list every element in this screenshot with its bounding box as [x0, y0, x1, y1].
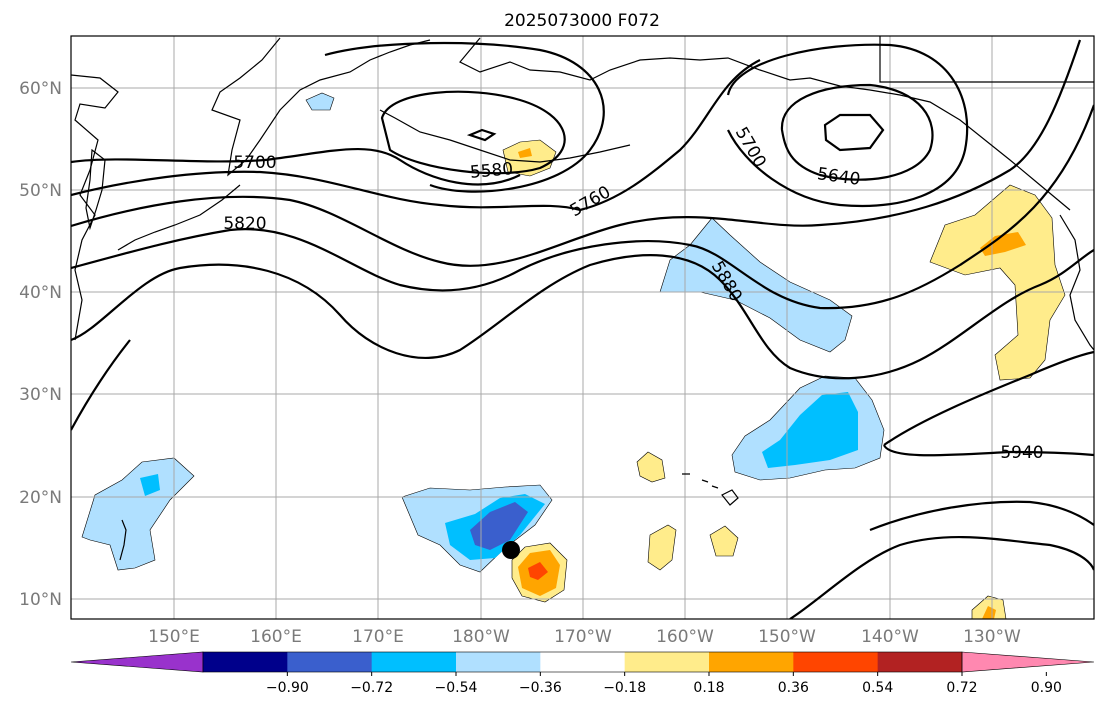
colorbar-tick-label: −0.18	[603, 680, 646, 696]
lat-tick-label: 60°N	[19, 79, 62, 99]
lon-tick-label: 130°W	[963, 627, 1021, 647]
colorbar-extension-min	[70, 651, 204, 673]
contour-5700	[71, 147, 521, 186]
lon-tick-label: 180°W	[452, 627, 510, 647]
colorbar-segment	[540, 652, 626, 672]
contour-label-5580: 5580	[469, 159, 514, 183]
colorbar-segment	[624, 652, 710, 672]
colorbar-tick-label: −0.90	[266, 680, 309, 696]
kamchatka-coastline	[211, 37, 431, 177]
lon-tick-label: 170°E	[352, 627, 404, 647]
lat-tick-label: 50°N	[19, 181, 62, 201]
lat-tick-label: 40°N	[19, 283, 62, 303]
colorbar-tick-label: −0.54	[435, 680, 478, 696]
hawaii-island	[721, 489, 739, 506]
lon-tick-label: 150°E	[148, 627, 200, 647]
colorbar-segment	[456, 652, 541, 672]
alaska-border	[879, 36, 1094, 83]
storm-center-marker	[502, 541, 520, 559]
positive-anomaly-region	[647, 524, 677, 571]
colorbar-outline	[202, 651, 963, 673]
lon-ticks: 150°E 160°E 170°E 180°W 170°W 160°W 150°…	[148, 627, 1021, 647]
contour-5820	[71, 39, 1082, 267]
colorbar	[70, 651, 1095, 673]
colorbar-segment	[877, 652, 963, 672]
contour-label-5820: 5820	[223, 214, 266, 234]
contour-label-5940: 5940	[1000, 443, 1043, 463]
positive-anomaly-region	[636, 451, 666, 483]
contour-low-west-outer	[324, 41, 605, 193]
alaska-coastline	[459, 37, 1071, 211]
negative-anomaly-core	[762, 392, 858, 468]
colorbar-tick-label: 0.36	[778, 680, 809, 696]
lat-tick-label: 30°N	[19, 385, 62, 405]
negative-anomaly-region	[81, 457, 195, 571]
contour-label-5700: 5700	[233, 153, 276, 173]
contour-low-east-outer	[726, 43, 969, 207]
colorbar-tick-label: 0.72	[946, 680, 977, 696]
lon-tick-label: 160°W	[656, 627, 714, 647]
map-frame	[70, 35, 1095, 620]
colorbar-ticks: −0.90 −0.72 −0.54 −0.36 −0.18 0.18 0.36 0.54 0.7…	[266, 672, 1062, 696]
colorbar-segment	[287, 652, 373, 672]
lon-tick-label: 170°W	[554, 627, 612, 647]
contour-south-east-2	[869, 500, 1094, 532]
colorbar-tick-label: 0.18	[693, 680, 724, 696]
contour-5760	[71, 59, 761, 212]
asia-coastline	[71, 74, 119, 341]
positive-anomaly-region	[709, 525, 739, 557]
lon-tick-label: 150°W	[758, 627, 816, 647]
height-contours	[71, 39, 1094, 619]
contour-5940-south	[71, 339, 131, 431]
contour-south-east	[789, 535, 1094, 619]
contour-low-east	[780, 83, 934, 181]
hawaii-islands	[682, 473, 719, 489]
negative-anomaly-deep	[470, 502, 528, 550]
north-america-coastline	[1059, 214, 1094, 351]
colorbar-tick-label: −0.72	[350, 680, 393, 696]
colorbar-segment	[203, 652, 288, 672]
shaded-regions	[81, 92, 1066, 619]
lat-tick-label: 20°N	[19, 488, 62, 508]
positive-anomaly-core	[518, 148, 532, 158]
lon-tick-label: 140°W	[861, 627, 919, 647]
colorbar-tick-label: −0.36	[519, 680, 562, 696]
colorbar-tick-label: 0.54	[862, 680, 893, 696]
kuril-islands	[117, 184, 241, 251]
colorbar-segment	[371, 652, 457, 672]
negative-anomaly-region	[305, 92, 335, 111]
gridlines	[71, 36, 1094, 619]
contour-5940	[882, 350, 1094, 457]
contour-5640	[823, 113, 885, 152]
lat-ticks: 10°N 20°N 30°N 40°N 50°N 60°N	[19, 79, 62, 610]
colorbar-segment	[793, 652, 879, 672]
colorbar-extension-max	[961, 651, 1095, 673]
contour-5880-b	[71, 249, 1094, 380]
negative-anomaly-core	[140, 474, 160, 496]
colorbar-tick-label: 0.90	[1031, 680, 1062, 696]
mariana-islands	[119, 519, 127, 561]
lat-tick-label: 10°N	[19, 590, 62, 610]
contour-5880-a	[71, 104, 1094, 310]
positive-anomaly-peak	[528, 562, 548, 580]
contour-low-west	[380, 90, 566, 175]
coastlines	[71, 36, 1094, 561]
map-title: 2025073000 F072	[504, 11, 660, 31]
contour-5580	[466, 128, 497, 142]
lon-tick-label: 160°E	[250, 627, 302, 647]
colorbar-segment	[709, 652, 794, 672]
